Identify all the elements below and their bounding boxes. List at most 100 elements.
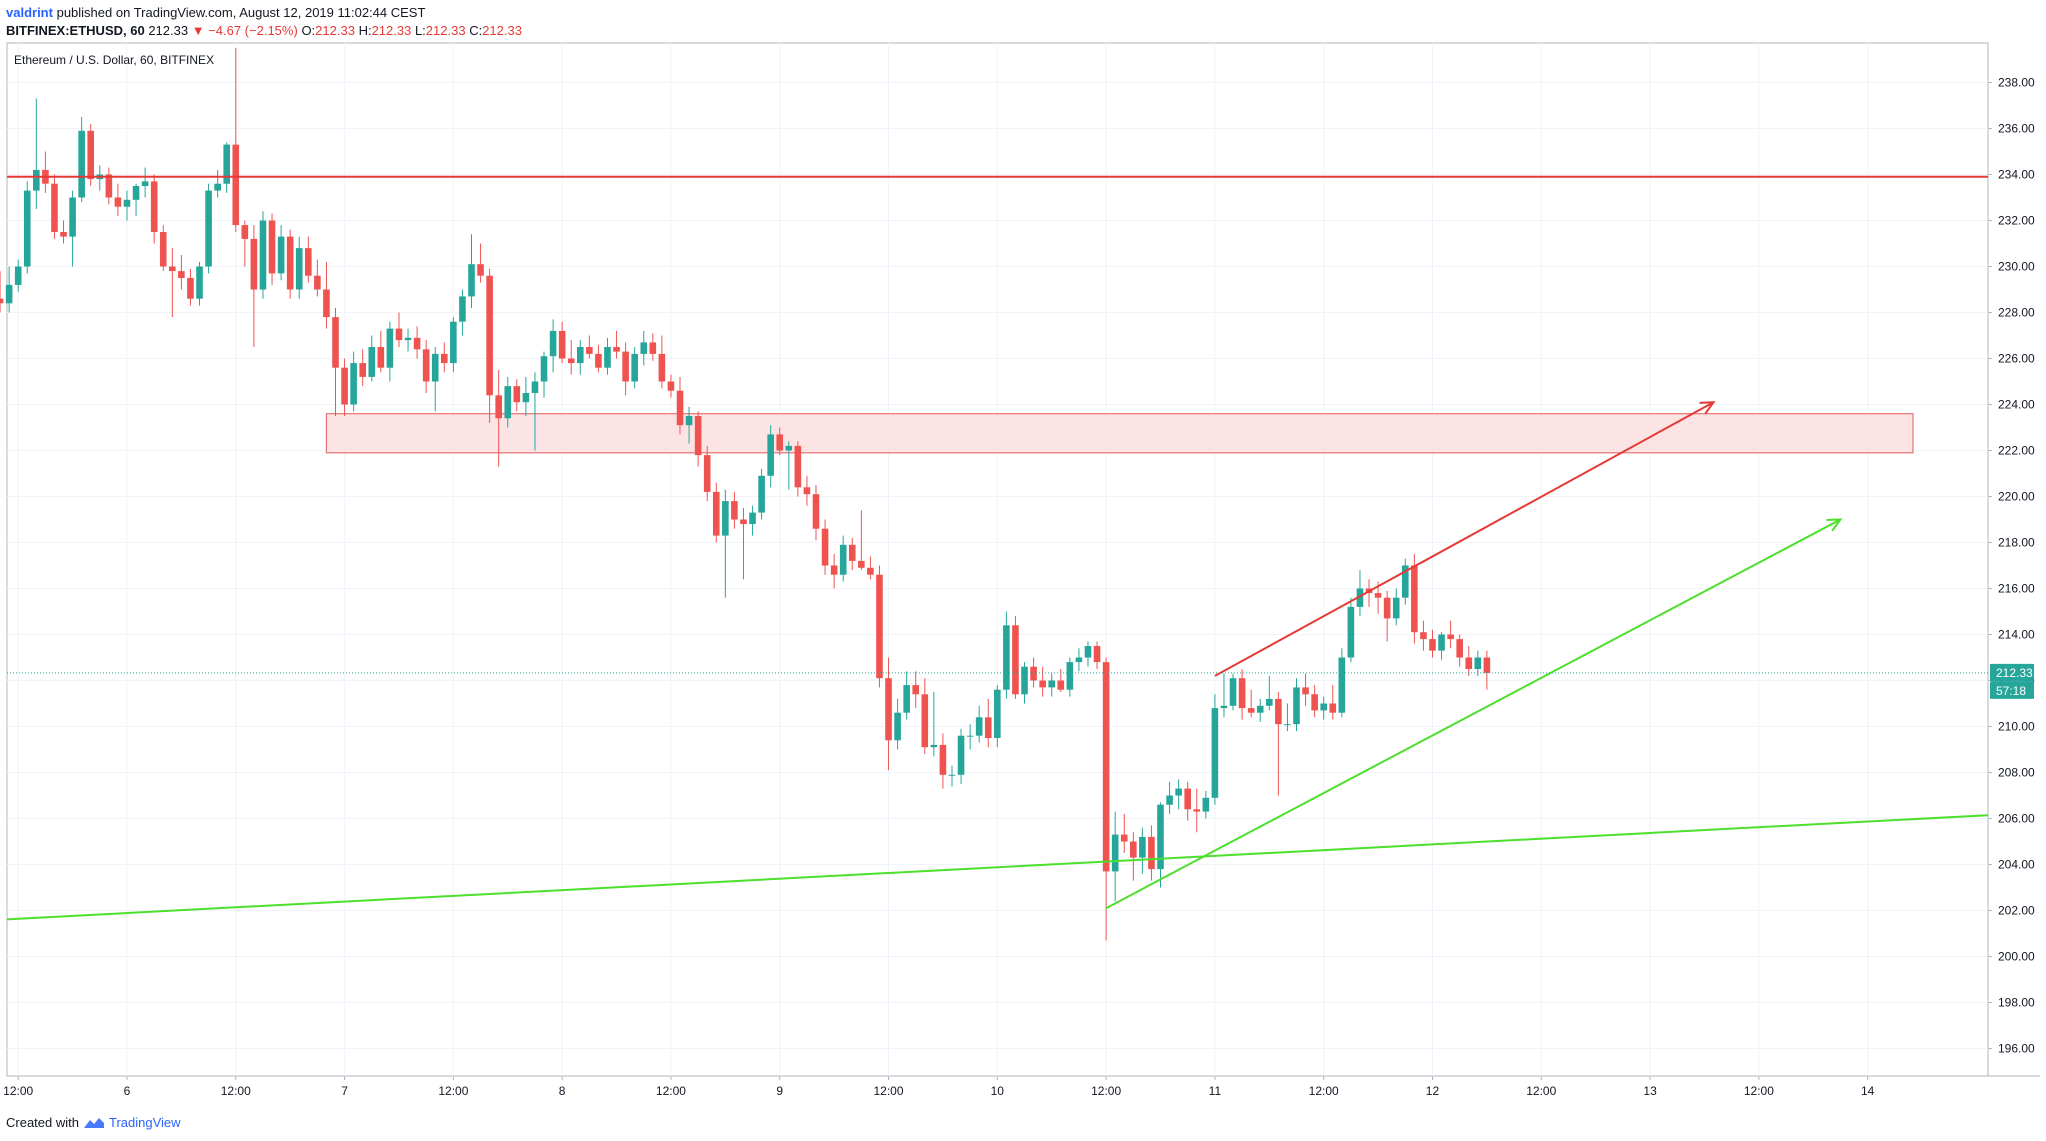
x-tick-label: 6 (124, 1084, 131, 1098)
candle-up (450, 321, 457, 364)
y-tick-label: 198.00 (1998, 996, 2035, 1010)
candle-up (839, 544, 847, 575)
candle-up (1392, 597, 1400, 619)
open-label: O: (301, 23, 316, 38)
candle-down (268, 220, 276, 274)
candle-up (205, 190, 212, 267)
candle-up (903, 685, 910, 713)
y-tick-label: 206.00 (1998, 812, 2035, 826)
candle-up (214, 183, 221, 191)
channel-bottom-arrow-line (1105, 518, 1841, 910)
candle-up (1220, 705, 1228, 709)
candle-down (395, 328, 403, 341)
y-tick-label: 238.00 (1998, 76, 2035, 90)
candle-down (876, 574, 883, 679)
candle-down (1247, 708, 1255, 713)
tradingview-brand-link[interactable]: TradingView (108, 1115, 181, 1130)
x-tick-label: 8 (559, 1084, 566, 1098)
candle-down (1374, 593, 1382, 598)
candle-down (60, 232, 67, 237)
candle-down (159, 232, 167, 267)
candle-up (33, 169, 40, 191)
candle-up (23, 190, 31, 267)
candle-down (1311, 694, 1318, 711)
candle-down (649, 342, 657, 354)
y-tick-label: 210.00 (1998, 720, 2035, 734)
candle-up (994, 689, 1001, 738)
candle-up (1229, 678, 1237, 706)
open-value: 212.33 (315, 23, 355, 38)
candle-down (912, 685, 920, 695)
candle-down (495, 395, 502, 419)
candle-down (1057, 680, 1065, 690)
candle-down (359, 363, 366, 377)
candle-down (51, 183, 58, 232)
symbol-name[interactable]: BITFINEX:ETHUSD, 60 (6, 23, 145, 38)
candle-down (169, 266, 176, 272)
candle-down (513, 386, 521, 403)
candle-down (1102, 662, 1110, 872)
symbol-row: BITFINEX:ETHUSD, 60 212.33 ▼ −4.67 (−2.1… (6, 22, 522, 40)
candle-up (749, 512, 756, 525)
candle-up (1084, 646, 1092, 658)
y-tick-label: 216.00 (1998, 582, 2035, 596)
candle-down (848, 544, 856, 561)
candle-up (1211, 708, 1219, 798)
candle-up (404, 337, 412, 341)
candle-down (105, 174, 113, 198)
y-tick-label: 236.00 (1998, 122, 2035, 136)
y-tick-label: 196.00 (1998, 1042, 2035, 1056)
x-tick-label: 12:00 (874, 1084, 904, 1098)
author-link[interactable]: valdrint (6, 5, 53, 20)
candle-down (1302, 687, 1309, 695)
close-label: C: (469, 23, 483, 38)
candle-up (350, 363, 357, 405)
y-tick-label: 228.00 (1998, 306, 2035, 320)
x-tick-label: 7 (341, 1084, 348, 1098)
candle-up (1256, 705, 1264, 713)
channel-top-arrow-line (1214, 401, 1715, 677)
candle-up (948, 774, 956, 776)
candle-down (87, 130, 95, 180)
candle-up (1066, 662, 1074, 690)
candle-down (586, 347, 593, 354)
candle-up (930, 744, 938, 748)
candle-up (722, 501, 729, 536)
candle-down (1184, 788, 1192, 810)
x-tick-label: 13 (1643, 1084, 1657, 1098)
y-tick-label: 220.00 (1998, 490, 2035, 504)
last-price-label: 212.33 (1996, 666, 2033, 680)
tradingview-logo-icon (83, 1118, 104, 1128)
candle-down (1012, 625, 1019, 695)
candle-down (422, 349, 430, 382)
x-tick-label: 9 (776, 1084, 783, 1098)
candle-down (694, 416, 702, 456)
support-trendline (6, 814, 1989, 921)
y-tick-label: 226.00 (1998, 352, 2035, 366)
candle-down (1275, 698, 1282, 725)
candle-up (1139, 836, 1146, 858)
candle-up (1320, 703, 1327, 711)
candle-up (1202, 797, 1210, 812)
candle-down (187, 278, 194, 299)
candle-down (440, 353, 448, 364)
candle-down (1329, 703, 1337, 713)
candle-down (667, 381, 675, 391)
candle-up (1356, 588, 1364, 607)
candle-down (305, 248, 312, 276)
candle-up (1438, 634, 1445, 651)
candle-down (703, 455, 711, 492)
candle-up (1075, 657, 1083, 663)
publish-info: valdrint published on TradingView.com, A… (6, 4, 425, 22)
candle-down (1483, 657, 1491, 673)
x-tick-label: 11 (1209, 1084, 1222, 1098)
candle-up (1003, 625, 1010, 690)
candle-down (323, 289, 330, 318)
candles-group (0, 48, 1491, 941)
low-value: 212.33 (425, 23, 466, 38)
candle-up (1266, 698, 1273, 706)
close-value: 212.33 (482, 23, 522, 38)
candle-up (295, 248, 303, 290)
y-tick-label: 214.00 (1998, 628, 2035, 642)
